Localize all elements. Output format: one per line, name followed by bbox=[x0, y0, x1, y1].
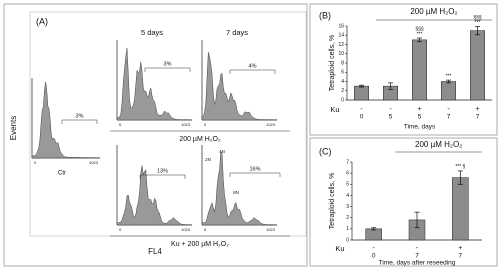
y-tick-label: 5 bbox=[346, 182, 349, 188]
y-tick-label: 1 bbox=[346, 226, 349, 232]
histogram-axis-label: 0 bbox=[34, 160, 37, 165]
bar bbox=[354, 85, 369, 101]
ploidy-label: 4N bbox=[219, 149, 225, 154]
y-tick-label: 0 bbox=[341, 97, 344, 103]
gate-bracket bbox=[61, 119, 98, 124]
panel-label: (C) bbox=[319, 146, 332, 156]
histogram-shape bbox=[116, 48, 193, 121]
ku-sign: + bbox=[458, 245, 462, 252]
panel-label: (A) bbox=[36, 16, 48, 26]
ku-sign: - bbox=[447, 106, 450, 113]
ploidy-label: 8N bbox=[233, 190, 239, 195]
x-tick-label: 7 bbox=[447, 114, 451, 121]
histogram-shape bbox=[201, 52, 278, 121]
gate-bracket bbox=[139, 174, 186, 179]
ku-sign: - bbox=[389, 106, 392, 113]
histogram-axis-label: 0 bbox=[204, 227, 207, 232]
ku-sign: - bbox=[360, 106, 363, 113]
ku-sign: - bbox=[416, 245, 419, 252]
y-tick-label: 8 bbox=[341, 60, 344, 66]
y-tick-label: 0 bbox=[346, 237, 349, 243]
gate-percent: 3% bbox=[76, 113, 84, 119]
y-tick-label: 2 bbox=[341, 88, 344, 94]
gate-percent: 3% bbox=[164, 61, 172, 67]
histogram-axis-label: 1023 bbox=[181, 227, 191, 232]
gate-bracket bbox=[229, 172, 281, 177]
chart-title: 200 µM H₂O₂ bbox=[410, 7, 457, 16]
ku-sign: - bbox=[372, 245, 375, 252]
panel-label: (B) bbox=[319, 10, 331, 20]
ploidy-label: 2N bbox=[205, 157, 211, 162]
y-axis-label: Tetraploid cells, % bbox=[329, 35, 336, 91]
histogram-axis-label: 1023 bbox=[266, 227, 276, 232]
significance-label: *** bbox=[446, 73, 452, 79]
histogram-axis-label: 0 bbox=[204, 122, 207, 127]
y-tick-label: 4 bbox=[346, 193, 349, 199]
bar bbox=[470, 30, 485, 101]
significance-label: *** bbox=[417, 31, 423, 37]
histogram-shape bbox=[31, 81, 101, 159]
histogram-axis-label: 0 bbox=[119, 122, 122, 127]
panel-c-frame bbox=[309, 137, 498, 267]
histogram-axis-label: 1023 bbox=[89, 160, 99, 165]
x-axis-label: Time, days bbox=[404, 124, 436, 131]
ku-sign: + bbox=[475, 106, 479, 113]
x-tick-label: 0 bbox=[372, 253, 376, 260]
histogram-name: Ctr bbox=[58, 171, 66, 177]
x-tick-label: 5 bbox=[389, 114, 393, 121]
significance-label: §§§ bbox=[415, 26, 424, 32]
gate-percent: 13% bbox=[157, 168, 168, 174]
x-tick-label: 5 bbox=[418, 114, 422, 121]
y-tick-label: 4 bbox=[341, 79, 344, 85]
significance-label: *** bbox=[475, 20, 481, 26]
histogram-axis-label: 1023 bbox=[266, 122, 276, 127]
panel-a-frame bbox=[3, 3, 308, 267]
y-tick-label: 16 bbox=[338, 23, 344, 29]
histogram-shape bbox=[116, 165, 193, 226]
y-tick-label: 7 bbox=[346, 159, 349, 165]
bar bbox=[441, 81, 456, 101]
column-label: 5 days bbox=[141, 28, 163, 37]
y-axis-label: Tetraploid cells, % bbox=[329, 173, 336, 229]
y-tick-label: 10 bbox=[338, 51, 344, 57]
panel-b-frame bbox=[309, 3, 498, 136]
y-tick-label: 12 bbox=[338, 42, 344, 48]
x-tick-label: 0 bbox=[360, 114, 364, 121]
chart-title: 200 µM H₂O₂ bbox=[415, 140, 462, 149]
significance-label: §§§ bbox=[473, 15, 482, 21]
x-axis-label: Time, days after reseeding bbox=[379, 260, 456, 267]
y-tick-label: 2 bbox=[346, 215, 349, 221]
row-label: Ku + 200 µM H₂O₂ bbox=[171, 241, 229, 248]
gate-bracket bbox=[229, 69, 276, 74]
column-label: 7 days bbox=[226, 28, 248, 37]
bar bbox=[452, 177, 469, 241]
y-axis-label: Events bbox=[9, 116, 18, 140]
x-tick-label: 7 bbox=[415, 253, 419, 260]
gate-percent: 16% bbox=[249, 166, 260, 172]
x-axis-label: FL4 bbox=[148, 247, 162, 256]
panel-a-inner-frame bbox=[29, 11, 307, 237]
y-tick-label: 14 bbox=[338, 33, 344, 39]
row-label: Ku bbox=[330, 105, 339, 114]
gate-percent: 4% bbox=[249, 63, 257, 69]
histogram-shape bbox=[201, 150, 278, 226]
ku-sign: + bbox=[417, 106, 421, 113]
gate-bracket bbox=[144, 67, 191, 72]
y-tick-label: 6 bbox=[341, 70, 344, 76]
row-label: Ku bbox=[335, 244, 344, 253]
histogram-axis-label: 0 bbox=[119, 227, 122, 232]
bar bbox=[412, 39, 427, 101]
y-tick-label: 6 bbox=[346, 170, 349, 176]
row-label: 200 µM H₂O₂ bbox=[179, 136, 221, 143]
y-tick-label: 3 bbox=[346, 204, 349, 210]
bar bbox=[365, 228, 382, 241]
significance-label: *** § bbox=[455, 164, 465, 170]
histogram-axis-label: 1023 bbox=[181, 122, 191, 127]
x-tick-label: 7 bbox=[459, 253, 463, 260]
x-tick-label: 7 bbox=[476, 114, 480, 121]
